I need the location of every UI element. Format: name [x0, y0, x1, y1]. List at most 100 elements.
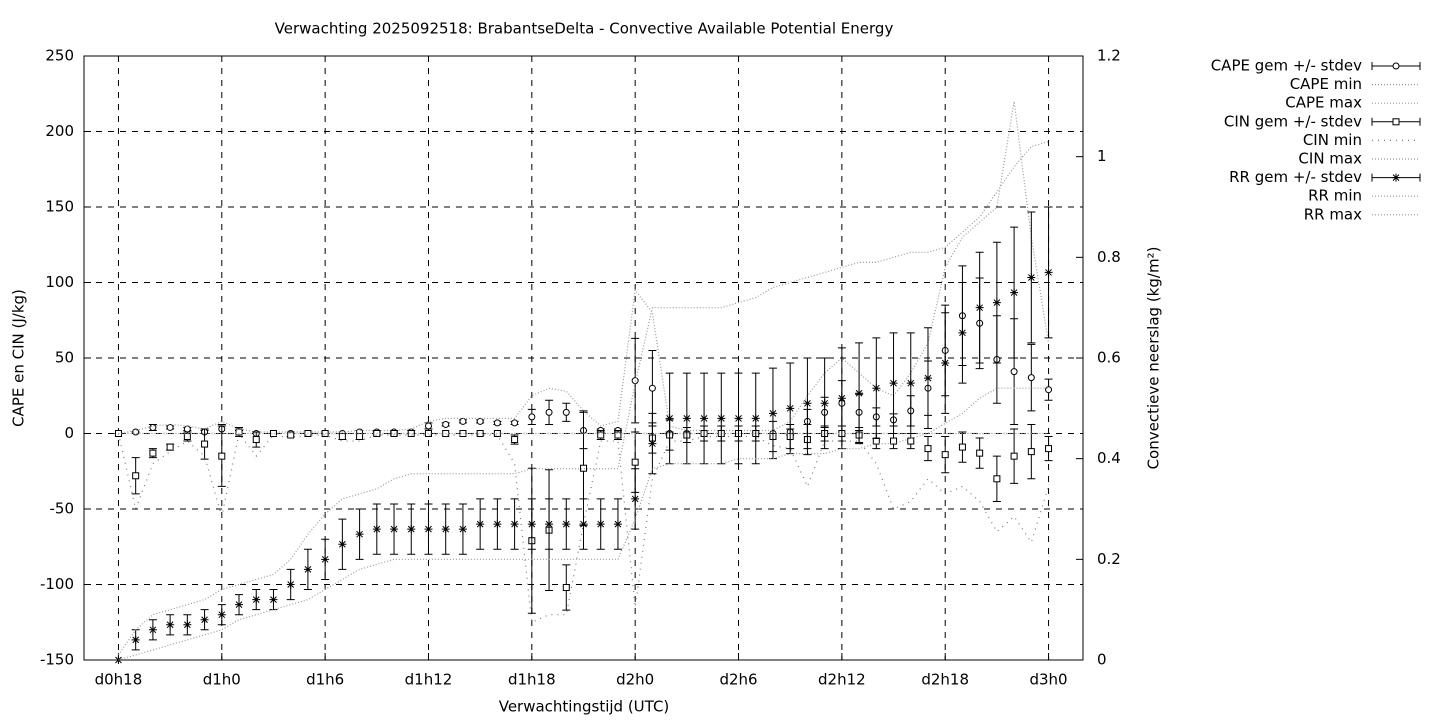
- marker: [1010, 452, 1018, 460]
- marker: [166, 620, 175, 629]
- marker: [286, 580, 295, 589]
- marker: [458, 525, 467, 534]
- y2-tick-label: 0.2: [1097, 550, 1121, 568]
- marker: [579, 520, 588, 529]
- marker: [597, 431, 605, 439]
- marker: [424, 525, 433, 534]
- marker: [751, 414, 760, 423]
- marker: [648, 384, 656, 392]
- y2-axis-label: Convectieve neerslag (kg/m²): [1145, 247, 1163, 470]
- marker: [200, 615, 209, 624]
- marker: [511, 436, 519, 444]
- marker: [855, 389, 864, 398]
- x-tick-label: d2h12: [818, 671, 866, 689]
- legend-marker: [1392, 173, 1400, 182]
- marker: [1027, 374, 1035, 382]
- marker: [613, 520, 622, 529]
- marker: [217, 610, 226, 619]
- marker: [941, 451, 949, 459]
- marker: [235, 600, 244, 609]
- legend-label: CIN gem +/- stdev: [1224, 112, 1362, 130]
- marker: [131, 635, 140, 644]
- marker: [321, 430, 329, 437]
- marker: [493, 419, 501, 427]
- marker: [889, 379, 898, 388]
- marker: [476, 520, 485, 529]
- legend-label: CAPE gem +/- stdev: [1211, 57, 1362, 75]
- y-tick-label: -150: [40, 651, 74, 669]
- marker: [717, 414, 726, 423]
- marker: [631, 494, 640, 503]
- x-tick-label: d1h12: [405, 671, 453, 689]
- marker: [837, 394, 846, 403]
- marker: [528, 413, 536, 421]
- marker: [545, 520, 554, 529]
- y-tick-label: 200: [45, 122, 74, 140]
- y-tick-label: 250: [45, 47, 74, 65]
- marker: [872, 384, 881, 393]
- y2-tick-label: 0: [1097, 651, 1107, 669]
- legend-label: RR max: [1304, 205, 1362, 223]
- marker: [166, 443, 174, 451]
- marker: [166, 423, 174, 431]
- marker: [631, 458, 639, 466]
- marker: [493, 520, 502, 529]
- marker: [580, 464, 587, 472]
- x-tick-label: d1h0: [203, 671, 241, 689]
- marker: [407, 430, 415, 437]
- marker: [1027, 448, 1035, 456]
- marker: [768, 409, 777, 418]
- x-tick-label: d3h0: [1029, 671, 1067, 689]
- y2-tick-label: 1.2: [1097, 47, 1121, 65]
- marker: [407, 525, 416, 534]
- marker: [303, 565, 312, 574]
- marker: [924, 445, 932, 453]
- marker: [356, 433, 364, 441]
- legend-marker: [1392, 118, 1400, 126]
- marker: [149, 449, 157, 457]
- marker: [665, 414, 674, 423]
- y-tick-label: -50: [50, 500, 75, 518]
- marker: [614, 431, 622, 439]
- marker: [476, 417, 484, 425]
- x-tick-label: d0h18: [95, 671, 143, 689]
- marker: [992, 298, 1001, 307]
- marker: [562, 584, 570, 592]
- marker: [183, 620, 192, 629]
- legend-label: CAPE max: [1285, 94, 1362, 112]
- range-line: [117, 140, 1049, 656]
- legend-label: CIN max: [1298, 150, 1362, 168]
- marker: [734, 414, 743, 423]
- marker: [993, 475, 1001, 483]
- x-tick-label: d2h0: [616, 671, 654, 689]
- marker: [201, 440, 209, 448]
- marker: [252, 436, 260, 444]
- y2-tick-label: 1: [1097, 147, 1107, 165]
- marker: [510, 520, 519, 529]
- marker: [149, 423, 157, 431]
- legend-label: RR min: [1308, 187, 1362, 205]
- marker: [269, 595, 278, 604]
- marker: [148, 625, 157, 634]
- marker: [682, 414, 691, 423]
- marker: [923, 374, 932, 383]
- marker: [390, 525, 399, 534]
- marker: [355, 530, 364, 539]
- x-axis-label: Verwachtingstijd (UTC): [499, 698, 670, 716]
- marker: [372, 525, 381, 534]
- y2-tick-label: 0.6: [1097, 349, 1121, 367]
- x-tick-label: d1h18: [508, 671, 556, 689]
- marker: [1045, 445, 1053, 453]
- x-tick-label: d2h18: [921, 671, 969, 689]
- marker: [786, 404, 795, 413]
- y-tick-label: 0: [64, 424, 74, 442]
- marker: [338, 433, 346, 441]
- range-line: [118, 101, 1050, 435]
- marker: [114, 656, 123, 664]
- legend-label: RR gem +/- stdev: [1229, 168, 1362, 186]
- marker: [527, 520, 536, 529]
- y-tick-label: 50: [55, 349, 74, 367]
- marker: [700, 414, 709, 423]
- marker: [218, 452, 226, 460]
- marker: [1027, 273, 1036, 282]
